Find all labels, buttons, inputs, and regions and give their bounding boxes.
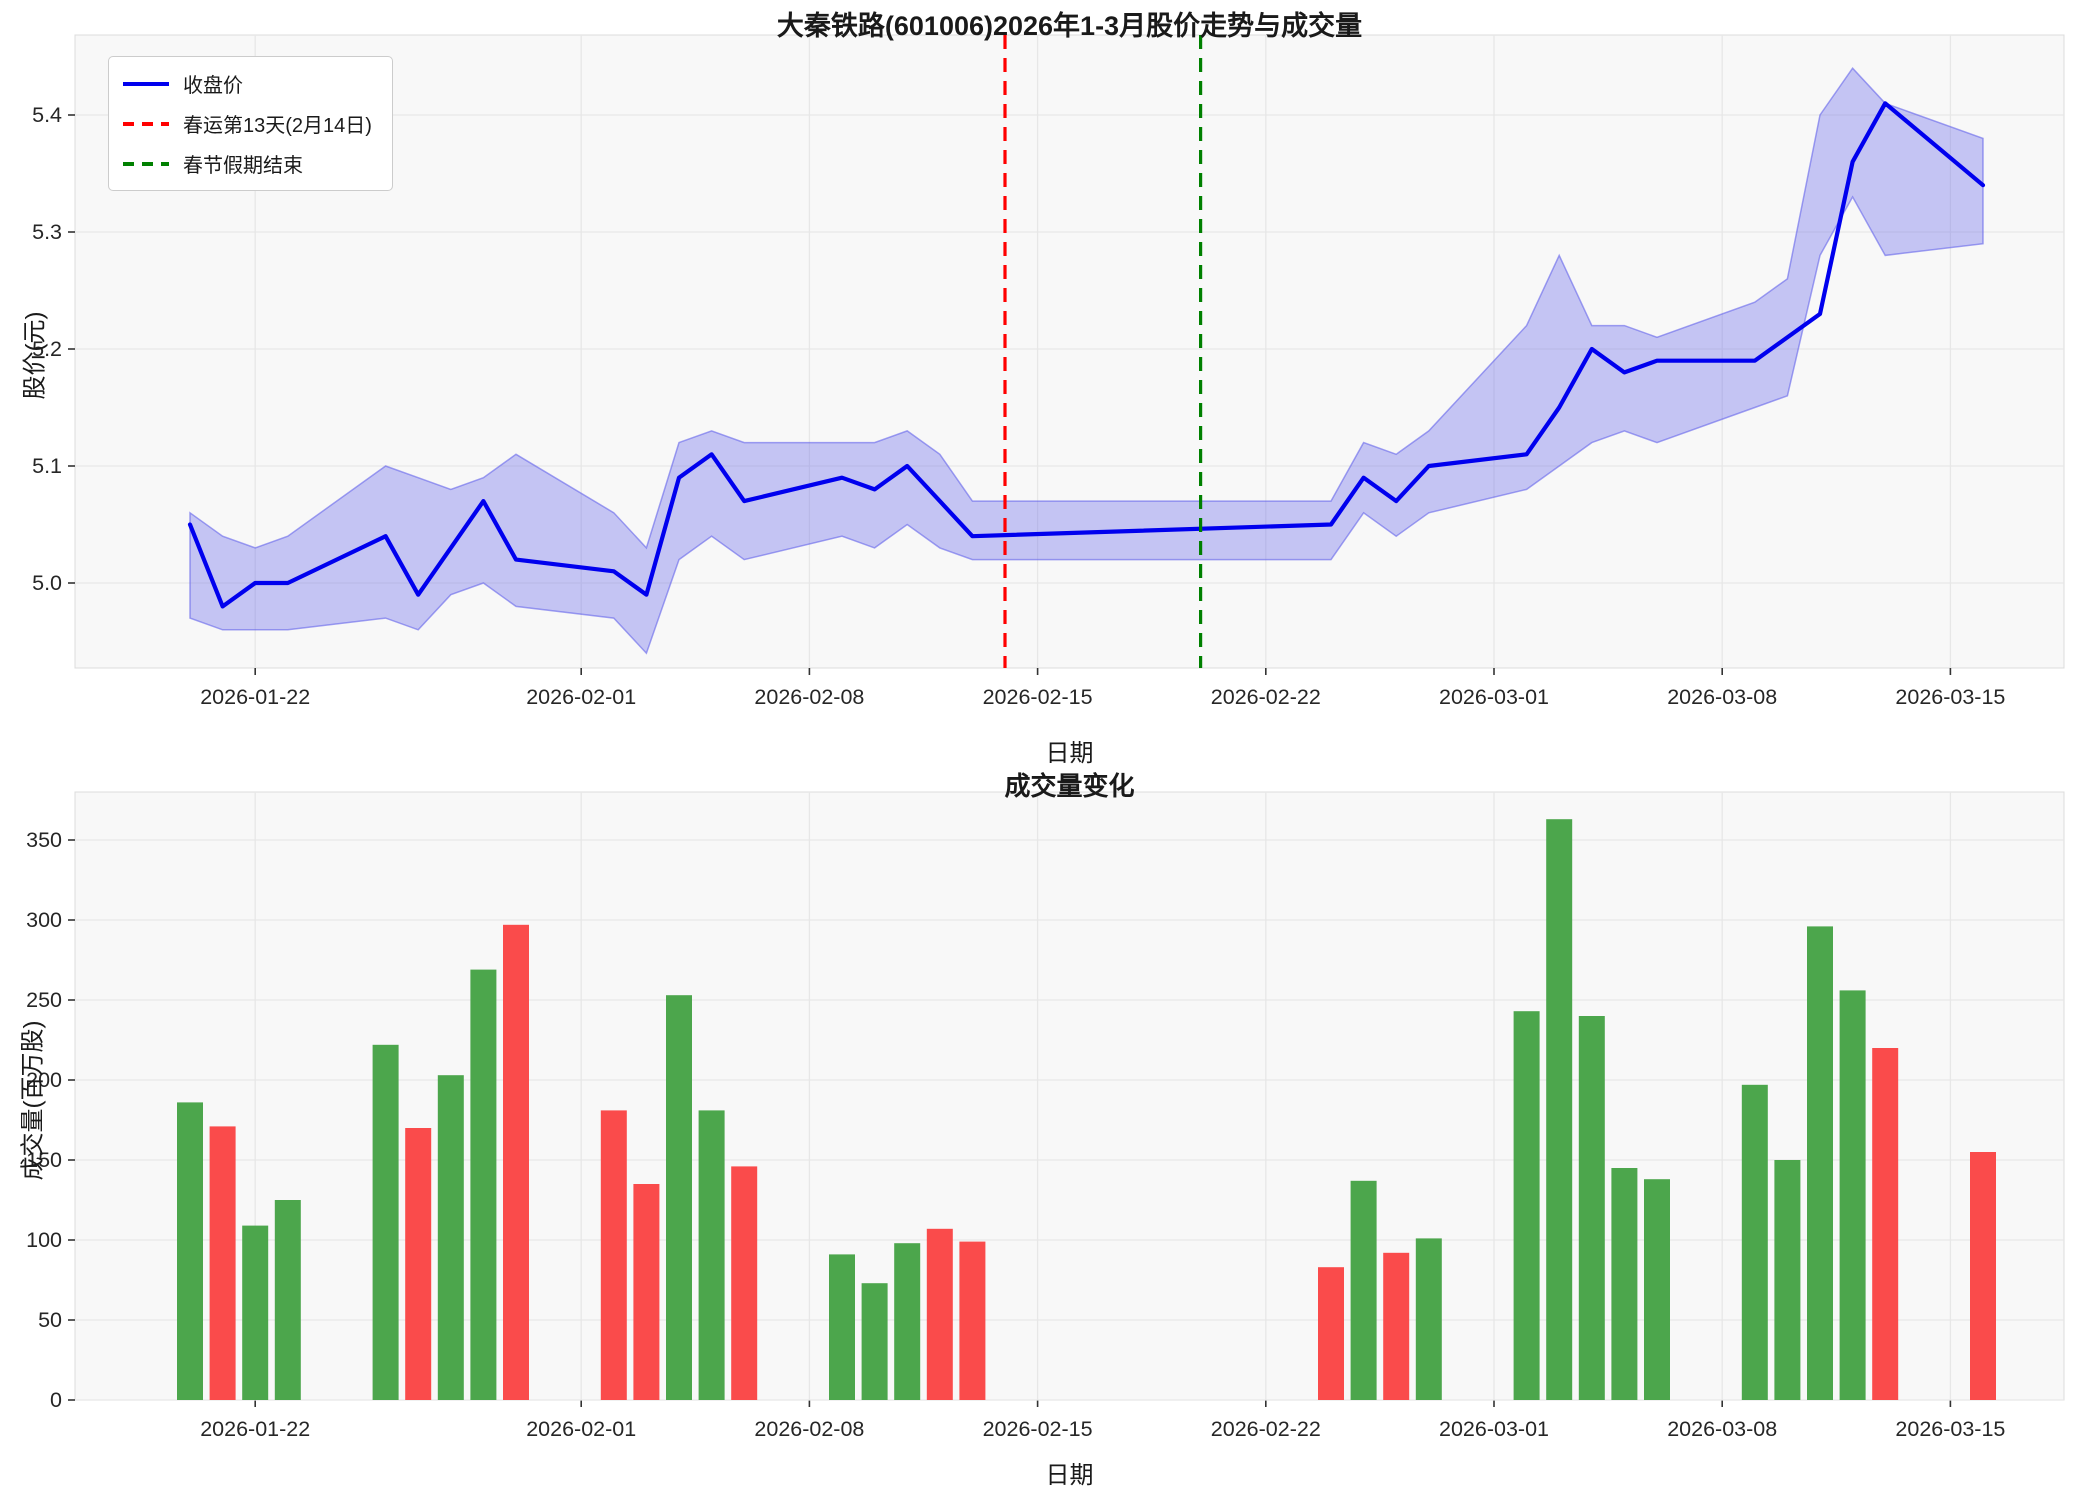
chunyun-dashed-line-sample-icon xyxy=(123,121,169,126)
volume-bar xyxy=(1383,1252,1410,1400)
close-price-line-sample-icon xyxy=(123,81,169,86)
volume-chart-x-ticklabel: 2026-01-22 xyxy=(200,1417,310,1441)
volume-bar xyxy=(829,1254,855,1400)
volume-bar xyxy=(405,1128,432,1400)
confidence-band xyxy=(189,67,1984,655)
volume-chart-x-ticklabel: 2026-02-08 xyxy=(754,1417,864,1441)
volume-bar xyxy=(1578,1016,1605,1400)
legend: 收盘价 春运第13天(2月14日) 春节假期结束 xyxy=(108,56,393,191)
volume-bar xyxy=(1350,1180,1377,1400)
volume-bar xyxy=(209,1126,236,1400)
volume-bar xyxy=(274,1200,301,1400)
volume-bar xyxy=(1611,1168,1638,1400)
volume-chart-y-ticklabel: 50 xyxy=(38,1308,62,1332)
volume-bar xyxy=(666,995,692,1400)
volume-chart-y-ticklabel: 250 xyxy=(26,988,62,1012)
volume-chart-x-ticklabel: 2026-02-22 xyxy=(1211,1417,1321,1441)
volume-bar xyxy=(731,1166,758,1400)
price-chart-y-ticklabel: 5.0 xyxy=(32,571,62,595)
volume-chart-y-ticklabel: 100 xyxy=(26,1228,62,1252)
volume-bar xyxy=(177,1102,203,1400)
volume-bar xyxy=(470,969,497,1400)
volume-bar xyxy=(1774,1160,1801,1400)
legend-item-close-price: 收盘价 xyxy=(123,69,372,98)
bottom-y-axis-label: 成交量(百万股) xyxy=(19,1020,47,1181)
price-chart-y-ticklabel: 5.4 xyxy=(32,103,62,127)
volume-bar xyxy=(242,1225,269,1400)
volume-chart-y-ticklabel: 150 xyxy=(26,1148,62,1172)
volume-bar xyxy=(600,1110,627,1400)
close-price-line xyxy=(187,101,1986,609)
legend-item-chunyun-day13: 春运第13天(2月14日) xyxy=(123,109,372,138)
top-y-axis-label: 股价(元) xyxy=(21,311,49,400)
price-chart-plot-background xyxy=(74,34,2065,669)
volume-bar xyxy=(1415,1238,1442,1400)
volume-chart-y-ticklabel: 0 xyxy=(50,1388,62,1412)
volume-bar xyxy=(633,1184,660,1400)
volume-chart-y-ticklabel: 200 xyxy=(26,1068,62,1092)
volume-chart-x-ticklabel: 2026-03-01 xyxy=(1439,1417,1549,1441)
volume-chart-x-ticklabel: 2026-03-15 xyxy=(1895,1417,2005,1441)
volume-bar xyxy=(1513,1011,1540,1400)
volume-bar xyxy=(1839,990,1866,1400)
price-chart-x-ticklabel: 2026-03-01 xyxy=(1439,685,1549,709)
volume-chart-x-ticklabel: 2026-02-01 xyxy=(526,1417,636,1441)
price-chart-x-ticklabel: 2026-03-08 xyxy=(1667,685,1777,709)
volume-bar xyxy=(926,1228,953,1400)
bottom-x-axis-label: 日期 xyxy=(1045,1462,1094,1486)
price-chart-x-ticklabel: 2026-02-01 xyxy=(526,685,636,709)
volume-bar xyxy=(1872,1048,1899,1400)
legend-label: 春节假期结束 xyxy=(183,155,303,177)
volume-bar xyxy=(1741,1084,1768,1400)
bottom-chart-title: 成交量变化 xyxy=(1004,771,1135,801)
top-chart-title: 大秦铁路(601006)2026年1-3月股价走势与成交量 xyxy=(776,11,1363,41)
volume-bar xyxy=(503,924,529,1400)
holiday-end-dashed-line-sample-icon xyxy=(123,161,169,166)
price-chart-x-ticklabel: 2026-01-22 xyxy=(200,685,310,709)
price-chart-y-ticklabel: 5.1 xyxy=(32,454,62,478)
price-chart-y-ticklabel: 5.2 xyxy=(32,337,62,361)
legend-label: 春运第13天(2月14日) xyxy=(183,115,372,137)
volume-chart-y-ticklabel: 350 xyxy=(26,828,62,852)
volume-bar xyxy=(894,1243,921,1400)
volume-bar xyxy=(698,1110,725,1400)
volume-bar xyxy=(1546,819,1573,1400)
volume-chart-x-ticklabel: 2026-03-08 xyxy=(1667,1417,1777,1441)
price-chart-x-ticklabel: 2026-03-15 xyxy=(1895,685,2005,709)
price-chart-x-ticklabel: 2026-02-08 xyxy=(754,685,864,709)
legend-label: 收盘价 xyxy=(183,75,243,97)
volume-bar xyxy=(959,1241,986,1400)
volume-bar xyxy=(372,1044,399,1400)
price-chart-x-ticklabel: 2026-02-15 xyxy=(983,685,1093,709)
volume-chart-y-ticklabel: 300 xyxy=(26,908,62,932)
volume-bar xyxy=(1644,1179,1670,1400)
volume-bar xyxy=(861,1283,888,1400)
price-chart-y-ticklabel: 5.3 xyxy=(32,220,62,244)
legend-item-holiday-end: 春节假期结束 xyxy=(123,149,372,178)
volume-bar xyxy=(437,1075,464,1400)
volume-chart-x-ticklabel: 2026-02-15 xyxy=(983,1417,1093,1441)
volume-bar xyxy=(1970,1152,1996,1400)
volume-bar xyxy=(1318,1267,1344,1400)
top-x-axis-label: 日期 xyxy=(1045,740,1094,767)
volume-bar xyxy=(1807,926,1833,1400)
price-chart-x-ticklabel: 2026-02-22 xyxy=(1211,685,1321,709)
